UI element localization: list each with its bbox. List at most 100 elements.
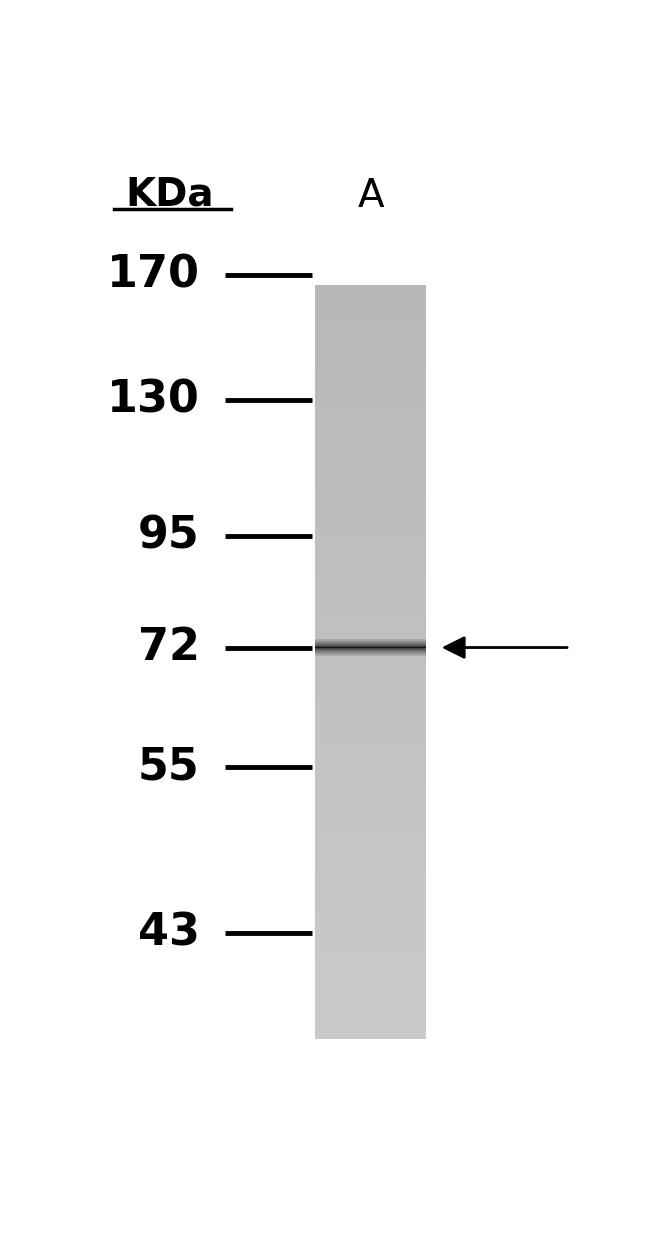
Bar bbox=[315, 362, 426, 366]
Bar bbox=[315, 524, 426, 527]
Bar bbox=[315, 530, 426, 533]
Bar bbox=[315, 799, 426, 801]
Bar bbox=[315, 547, 426, 549]
Text: 170: 170 bbox=[107, 253, 200, 296]
Bar bbox=[315, 861, 426, 864]
Bar bbox=[315, 744, 426, 748]
Text: 55: 55 bbox=[138, 745, 200, 789]
Bar bbox=[315, 794, 426, 796]
Bar bbox=[315, 373, 426, 377]
Bar bbox=[315, 635, 426, 638]
Bar bbox=[315, 766, 426, 770]
Bar bbox=[315, 402, 426, 404]
Bar bbox=[315, 774, 426, 778]
Bar bbox=[315, 640, 426, 644]
Bar bbox=[315, 587, 426, 589]
Text: KDa: KDa bbox=[125, 176, 214, 213]
Bar bbox=[315, 907, 426, 911]
Bar bbox=[315, 750, 426, 753]
Bar bbox=[315, 1021, 426, 1023]
Bar bbox=[315, 955, 426, 957]
Bar bbox=[315, 921, 426, 924]
Bar bbox=[315, 953, 426, 956]
Bar bbox=[315, 924, 426, 926]
Bar bbox=[315, 572, 426, 574]
Bar bbox=[315, 1018, 426, 1022]
Bar bbox=[315, 492, 426, 495]
Bar bbox=[315, 453, 426, 456]
Bar bbox=[315, 786, 426, 789]
Bar bbox=[315, 1025, 426, 1027]
Bar bbox=[315, 809, 426, 811]
Bar bbox=[315, 865, 426, 867]
Bar bbox=[315, 731, 426, 734]
Bar bbox=[315, 806, 426, 809]
Bar bbox=[315, 564, 426, 567]
Bar bbox=[315, 910, 426, 912]
Bar bbox=[315, 902, 426, 905]
Bar bbox=[315, 502, 426, 504]
Bar bbox=[315, 938, 426, 941]
Bar bbox=[315, 925, 426, 927]
Bar bbox=[315, 607, 426, 610]
Bar bbox=[315, 458, 426, 462]
Bar bbox=[315, 935, 426, 937]
Bar bbox=[315, 761, 426, 764]
Bar bbox=[315, 817, 426, 820]
Bar bbox=[315, 832, 426, 835]
Bar bbox=[315, 931, 426, 934]
Bar bbox=[315, 947, 426, 950]
Bar bbox=[315, 287, 426, 290]
Bar bbox=[315, 758, 426, 760]
Bar bbox=[315, 532, 426, 534]
Bar bbox=[315, 406, 426, 408]
Bar bbox=[315, 590, 426, 593]
Bar bbox=[315, 740, 426, 744]
Bar bbox=[315, 877, 426, 881]
Bar bbox=[315, 966, 426, 968]
Text: 43: 43 bbox=[138, 911, 200, 955]
Bar bbox=[315, 560, 426, 563]
Bar bbox=[315, 408, 426, 411]
Bar bbox=[315, 1028, 426, 1031]
Bar bbox=[315, 872, 426, 875]
Bar bbox=[315, 968, 426, 971]
Bar bbox=[315, 305, 426, 307]
Bar bbox=[315, 454, 426, 458]
Bar bbox=[315, 812, 426, 815]
Bar bbox=[315, 827, 426, 830]
Bar bbox=[315, 802, 426, 805]
Bar bbox=[315, 513, 426, 515]
Bar bbox=[315, 434, 426, 437]
Bar bbox=[315, 658, 426, 660]
Bar bbox=[315, 457, 426, 459]
Bar bbox=[315, 1010, 426, 1012]
Bar bbox=[315, 543, 426, 545]
Bar bbox=[315, 977, 426, 981]
Bar bbox=[315, 328, 426, 332]
Bar bbox=[315, 874, 426, 877]
Bar bbox=[315, 839, 426, 841]
Bar bbox=[315, 469, 426, 473]
Bar bbox=[315, 1015, 426, 1018]
Bar bbox=[315, 870, 426, 874]
Bar bbox=[315, 920, 426, 922]
Bar bbox=[315, 323, 426, 326]
Bar bbox=[315, 558, 426, 560]
Bar bbox=[315, 417, 426, 419]
Bar bbox=[315, 602, 426, 604]
Bar bbox=[315, 892, 426, 896]
Bar bbox=[315, 413, 426, 416]
Bar bbox=[315, 398, 426, 401]
Bar bbox=[315, 880, 426, 882]
Bar bbox=[315, 733, 426, 736]
Bar bbox=[315, 620, 426, 623]
Bar bbox=[315, 624, 426, 626]
Bar bbox=[315, 580, 426, 583]
Bar bbox=[315, 795, 426, 797]
Bar bbox=[315, 781, 426, 785]
Bar bbox=[315, 293, 426, 296]
Bar bbox=[315, 643, 426, 645]
Bar bbox=[315, 705, 426, 708]
Bar bbox=[315, 713, 426, 715]
